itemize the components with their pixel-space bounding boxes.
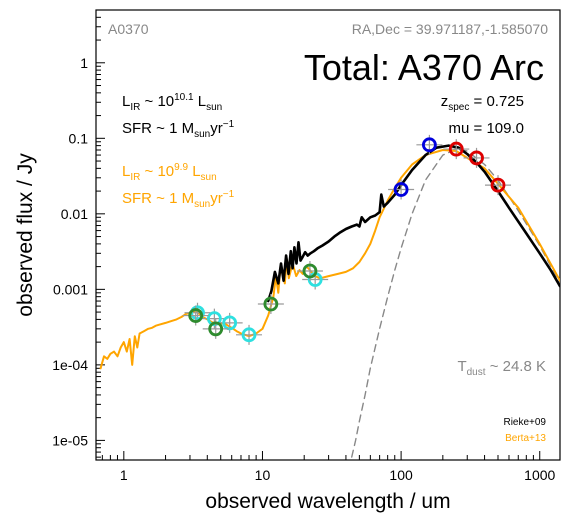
rieke-sfr-label: SFR ~ 1 Msunyr−1 [122,119,235,140]
zspec-label: zspec = 0.725 [441,93,524,113]
x-tick-label: 1 [120,467,128,483]
x-axis-label: observed wavelength / um [205,490,450,513]
photometry-point [188,308,204,323]
x-tick-label: 1000 [524,467,555,483]
rieke-lir-label: LIR ~ 1010.1 Lsun [122,92,222,113]
plot-frame [95,9,561,461]
berta-13-line [99,149,560,370]
photometry-point [469,150,484,166]
photometry-point [208,321,224,337]
y-tick-label: 1e-05 [52,432,88,448]
radec-label: RA,Dec = 39.971187,-1.585070 [352,21,548,37]
x-tick-label: 100 [389,467,413,483]
tdust-label: Tdust ~ 24.8 K [457,358,546,378]
object-id-label: A0370 [108,21,149,37]
mu-label: mu = 109.0 [449,120,524,137]
y-tick-label: 0.001 [53,281,88,297]
y-tick-label: 1 [80,55,88,71]
photometry-point [421,137,437,153]
legend-entry-berta: Berta+13 [505,433,546,444]
legend-entry-rieke: Rieke+09 [503,417,546,428]
x-tick-label: 10 [255,467,271,483]
y-tick-label: 0.1 [69,130,89,146]
points-layer [182,134,512,345]
y-tick-label: 0.01 [61,206,88,222]
photometry-point [490,177,506,193]
photometry-point [263,296,279,312]
photometry-point [302,263,318,279]
chart-title: Total: A370 Arc [304,47,544,88]
berta-lir-label: LIR ~ 109.9 Lsun [122,162,217,183]
y-axis-ticks: 1 0.1 0.01 0.001 1e-04 1e-05 [52,9,105,458]
photometry-point [393,182,409,197]
photometry-point [222,315,238,331]
x-axis-ticks: 1 10 100 1000 [101,451,556,483]
berta-sfr-label: SFR ~ 1 Msunyr−1 [122,189,235,210]
y-axis-label: observed flux / Jy [14,153,37,317]
photometry-point [241,327,257,343]
photometry-point [448,141,464,157]
y-tick-label: 1e-04 [52,357,88,373]
photometry-point [206,311,222,326]
